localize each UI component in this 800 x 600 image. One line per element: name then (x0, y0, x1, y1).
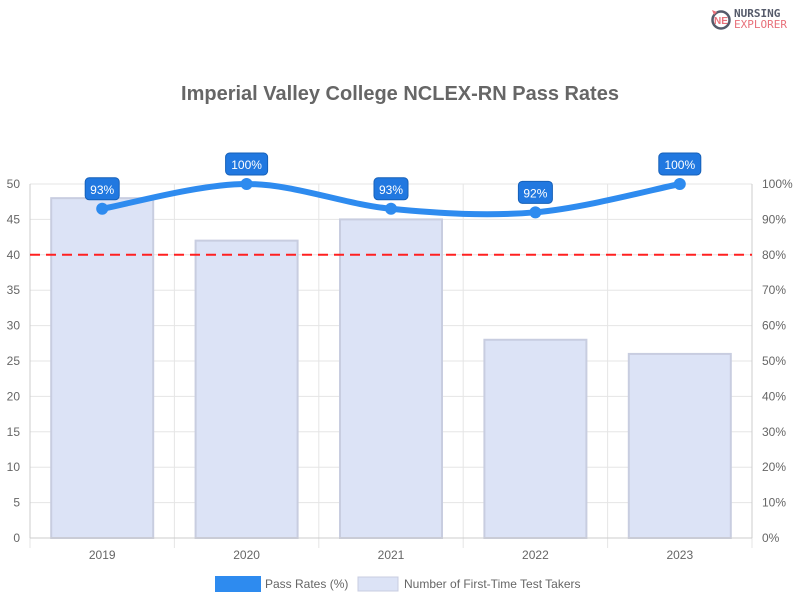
bar (194, 239, 299, 539)
right-tick-label: 100% (762, 177, 793, 191)
svg-text:NE: NE (714, 16, 728, 27)
pass-rate-point (385, 202, 397, 215)
bar (627, 352, 732, 540)
legend-label-test-takers: Number of First-Time Test Takers (404, 577, 580, 591)
data-label: 93% (379, 183, 403, 197)
pass-rate-point (240, 178, 253, 190)
logo-icon: NE (711, 10, 731, 30)
right-tick-label: 10% (762, 496, 786, 510)
right-tick-label: 90% (762, 212, 786, 226)
chart-title: Imperial Valley College NCLEX-RN Pass Ra… (181, 83, 619, 105)
right-tick-label: 60% (762, 319, 786, 333)
pass-rate-point (673, 178, 686, 190)
data-label-box (373, 177, 409, 201)
legend-swatch-test-takers (357, 576, 399, 592)
bar (50, 197, 155, 539)
left-tick-label: 50 (7, 177, 21, 191)
x-tick-label: 2020 (233, 548, 260, 562)
data-label: 93% (90, 183, 114, 197)
right-tick-label: 50% (762, 354, 786, 368)
logo: NE NURSING EXPLORER (710, 8, 787, 30)
left-tick-label: 0 (13, 531, 20, 545)
x-tick-label: 2023 (666, 548, 693, 562)
data-label-box (84, 177, 120, 201)
left-tick-label: 35 (7, 283, 21, 297)
left-tick-label: 15 (7, 425, 21, 439)
logo-text-2: EXPLORER (734, 18, 787, 31)
legend-label-pass-rates: Pass Rates (%) (265, 577, 348, 591)
bar (339, 218, 443, 539)
left-tick-label: 25 (7, 354, 21, 368)
right-tick-label: 70% (762, 283, 786, 297)
left-tick-label: 10 (7, 460, 21, 474)
legend-swatch-pass-rates (215, 576, 261, 592)
left-tick-label: 45 (7, 212, 21, 226)
left-tick-label: 30 (7, 319, 21, 333)
x-tick-label: 2019 (89, 548, 116, 562)
right-tick-label: 20% (762, 460, 786, 474)
right-tick-label: 80% (762, 248, 786, 262)
left-tick-label: 5 (13, 496, 20, 510)
bar (483, 338, 588, 540)
right-tick-label: 40% (762, 389, 786, 403)
data-label-box (658, 152, 702, 176)
pass-rate-point (96, 202, 109, 215)
data-label: 100% (664, 158, 695, 172)
data-label-box (225, 152, 269, 176)
pass-rate-point (529, 206, 542, 219)
left-tick-label: 40 (7, 248, 21, 262)
x-tick-label: 2021 (378, 548, 405, 562)
data-label: 100% (231, 158, 262, 172)
x-tick-label: 2022 (522, 548, 549, 562)
data-label: 92% (523, 186, 547, 200)
left-tick-label: 20 (7, 389, 21, 403)
right-tick-label: 0% (762, 531, 780, 545)
logo-text-1: NURSING (734, 7, 781, 20)
data-label-box (517, 180, 553, 204)
right-tick-label: 30% (762, 425, 786, 439)
